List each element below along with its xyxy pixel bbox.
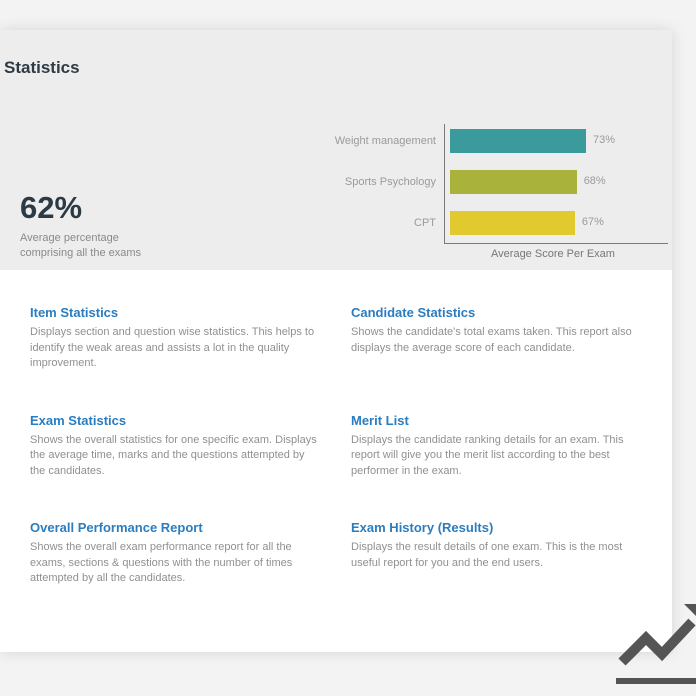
report-item: Merit List Displays the candidate ranking… (351, 413, 641, 480)
report-title: Overall Performance Report (30, 520, 203, 535)
report-description: Displays the result details of one exam.… (351, 541, 623, 569)
y-axis-line (444, 124, 445, 244)
report-title: Item Statistics (30, 305, 119, 320)
page-title: Statistics (4, 58, 80, 77)
value-label: 68% (583, 175, 606, 187)
trend-base (616, 678, 696, 684)
x-axis-title: Average Score Per Exam (491, 248, 615, 260)
report-description: Shows the candidate's total exams taken.… (351, 326, 632, 354)
trend-line (618, 618, 696, 666)
value-label: 73% (593, 134, 616, 146)
report-item: Item Statistics Displays section and ques… (30, 305, 320, 372)
value-label: 67% (581, 216, 604, 228)
trend-arrow (684, 604, 696, 616)
report-description: Shows the overall exam performance repor… (30, 541, 293, 584)
bar (450, 170, 577, 194)
average-description: Average percentage comprising all the ex… (20, 232, 142, 259)
report-title: Exam History (Results) (351, 520, 494, 535)
x-axis-line (444, 243, 668, 244)
trend-icon (616, 604, 696, 684)
category-label: Sports Psychology (344, 176, 436, 188)
category-label: CPT (414, 217, 436, 229)
report-description: Displays section and question wise stati… (30, 326, 315, 369)
report-description: Displays the candidate ranking details f… (351, 433, 624, 477)
summary-panel: Statistics 62% Average percentage compri… (0, 30, 672, 270)
report-item: Exam History (Results) Displays the resul… (351, 520, 641, 571)
report-title: Candidate Statistics (351, 305, 476, 320)
bar (450, 129, 587, 153)
statistics-card: Statistics 62% Average percentage compri… (0, 30, 672, 652)
average-percentage: 62% (20, 190, 83, 225)
report-item: Candidate Statistics Shows the candidate'… (351, 305, 641, 356)
report-description: Shows the overall statistics for one spe… (30, 433, 317, 477)
report-title: Exam Statistics (30, 412, 127, 428)
report-title: Merit List (351, 412, 409, 428)
bar (450, 211, 575, 235)
report-item: Overall Performance Report Shows the over… (30, 520, 320, 587)
report-item: Exam Statistics Shows the overall statist… (30, 413, 320, 480)
category-label: Weight management (334, 135, 436, 147)
